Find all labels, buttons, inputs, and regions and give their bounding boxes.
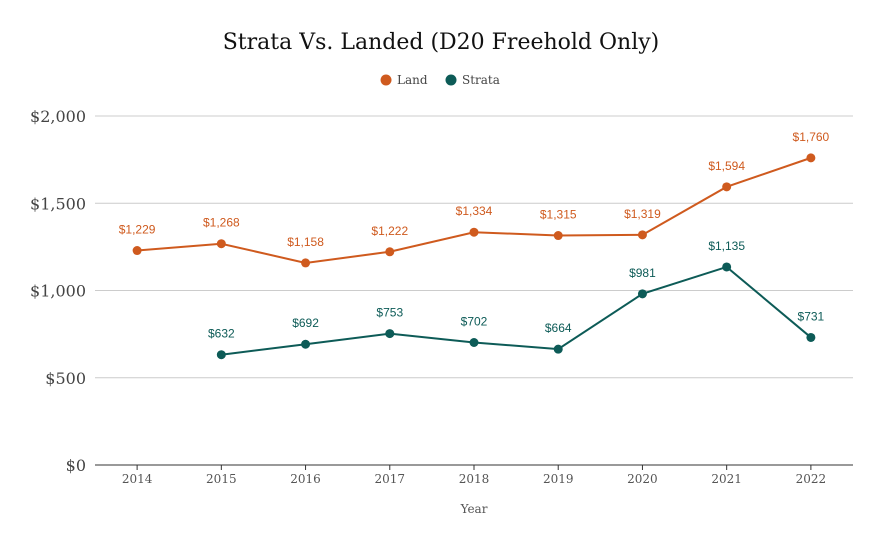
data-label-land: $1,268 bbox=[203, 216, 240, 230]
data-point-strata[interactable] bbox=[469, 338, 479, 348]
y-tick-label: $1,500 bbox=[30, 194, 86, 213]
data-point-strata[interactable] bbox=[385, 329, 395, 339]
x-tick-label: 2021 bbox=[711, 472, 742, 486]
data-point-land[interactable] bbox=[637, 230, 647, 240]
x-tick-label: 2019 bbox=[543, 472, 574, 486]
plot-area: $1,229 $1,268 $1,158 $1,222 $1,334 $1,315 $1,3… bbox=[119, 130, 830, 360]
y-tick-label: $1,000 bbox=[30, 282, 86, 301]
data-label-land: $1,594 bbox=[708, 159, 745, 173]
data-label-land: $1,760 bbox=[793, 130, 830, 144]
x-tick-label: 2022 bbox=[796, 472, 827, 486]
x-tick-label: 2017 bbox=[375, 472, 406, 486]
data-point-strata[interactable] bbox=[806, 332, 816, 342]
data-point-land[interactable] bbox=[301, 258, 311, 268]
x-tick-label: 2015 bbox=[206, 472, 237, 486]
legend-item-strata[interactable]: Strata bbox=[445, 73, 500, 87]
data-point-strata[interactable] bbox=[553, 344, 563, 354]
data-label-land: $1,334 bbox=[456, 204, 493, 218]
data-point-land[interactable] bbox=[216, 239, 226, 249]
data-point-strata[interactable] bbox=[722, 262, 732, 272]
data-label-strata: $692 bbox=[292, 316, 319, 330]
y-axis: $0 $500 $1,000 $1,500 $2,000 bbox=[30, 107, 86, 475]
data-label-land: $1,222 bbox=[371, 224, 408, 238]
data-point-land[interactable] bbox=[469, 227, 479, 237]
legend-item-land[interactable]: Land bbox=[380, 73, 428, 87]
data-point-strata[interactable] bbox=[637, 289, 647, 299]
data-label-strata: $664 bbox=[545, 321, 572, 335]
data-label-land: $1,229 bbox=[119, 223, 156, 237]
data-label-land: $1,158 bbox=[287, 235, 324, 249]
data-label-strata: $702 bbox=[461, 315, 488, 329]
legend-marker-strata bbox=[445, 74, 457, 86]
x-axis-title: Year bbox=[460, 502, 488, 516]
x-tick-label: 2016 bbox=[290, 472, 321, 486]
series-line-strata bbox=[221, 265, 812, 356]
data-point-strata[interactable] bbox=[301, 339, 311, 349]
y-tick-label: $2,000 bbox=[30, 107, 86, 126]
data-point-land[interactable] bbox=[722, 182, 732, 192]
data-point-land[interactable] bbox=[132, 246, 142, 256]
y-tick-label: $500 bbox=[45, 369, 86, 388]
legend-marker-land bbox=[380, 74, 392, 86]
x-tick-label: 2020 bbox=[627, 472, 658, 486]
legend-label-strata: Strata bbox=[462, 73, 500, 87]
data-point-land[interactable] bbox=[553, 231, 563, 241]
data-label-strata: $753 bbox=[376, 306, 403, 320]
series-land: $1,229 $1,268 $1,158 $1,222 $1,334 $1,315 $1,3… bbox=[119, 130, 830, 268]
data-label-strata: $981 bbox=[629, 266, 656, 280]
x-tick-label: 2014 bbox=[122, 472, 153, 486]
x-tick-label: 2018 bbox=[459, 472, 490, 486]
x-axis: 2014 2015 2016 2017 2018 2019 2020 2021 2022 bbox=[122, 465, 826, 486]
legend-label-land: Land bbox=[397, 73, 428, 87]
data-point-land[interactable] bbox=[385, 247, 395, 257]
data-point-strata[interactable] bbox=[216, 350, 226, 360]
data-label-strata: $1,135 bbox=[708, 239, 745, 253]
legend: Land Strata bbox=[380, 73, 500, 87]
y-tick-label: $0 bbox=[66, 456, 86, 475]
data-label-strata: $632 bbox=[208, 327, 235, 341]
data-label-land: $1,319 bbox=[624, 207, 661, 221]
data-label-strata: $731 bbox=[798, 309, 825, 323]
data-point-land[interactable] bbox=[806, 153, 816, 163]
gridlines bbox=[95, 115, 853, 379]
series-strata: $632 $692 $753 $702 $664 $981 $1,135 $731 bbox=[208, 239, 825, 360]
chart-title: Strata Vs. Landed (D20 Freehold Only) bbox=[223, 30, 660, 55]
data-label-land: $1,315 bbox=[540, 208, 577, 222]
